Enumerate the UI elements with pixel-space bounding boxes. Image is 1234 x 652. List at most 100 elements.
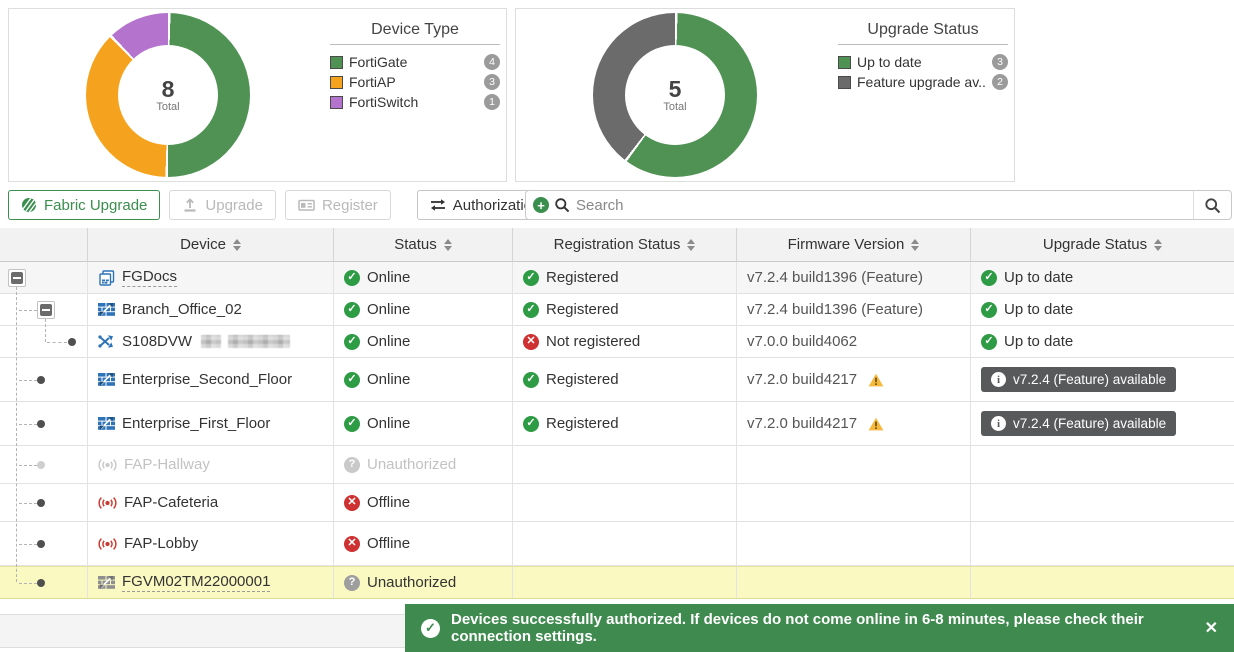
search-input[interactable] [576, 192, 1193, 218]
status-icon-green-check: ✓ [523, 371, 539, 388]
legend-label: FortiSwitch [349, 94, 419, 110]
firmware-version-cell: v7.0.0 build4062 [737, 326, 971, 357]
device-cell: Branch_Office_02 [88, 294, 334, 325]
status-cell: ✓ Online [334, 358, 513, 401]
tree-cell [0, 402, 88, 445]
column-header-tree [0, 228, 88, 261]
column-header-firmware-version[interactable]: Firmware Version [737, 228, 971, 261]
column-header-device[interactable]: Device [88, 228, 334, 261]
status-icon-green-check: ✓ [523, 301, 539, 318]
tree-cell [0, 358, 88, 401]
device-name: Enterprise_Second_Floor [122, 371, 293, 388]
device-name: S108DVW [122, 333, 193, 350]
tree-node-bullet [37, 578, 45, 587]
device-cell: FGDocs [88, 262, 334, 293]
device-cell: FAP-Hallway [88, 446, 334, 483]
device-type-total-label: Total [156, 101, 180, 114]
device-row-enterprise_first_floor[interactable]: Enterprise_First_Floor ✓ Online ✓ Regist… [0, 402, 1234, 446]
upgrade-available-text: v7.2.4 (Feature) available [1013, 372, 1167, 387]
status-icon-gray-q: ? [344, 574, 360, 591]
status-text: Unauthorized [367, 574, 457, 591]
upgrade-available-badge[interactable]: i v7.2.4 (Feature) available [981, 367, 1177, 392]
legend-item: FortiSwitch 1 [330, 94, 500, 110]
firewall-icon [98, 302, 115, 317]
firmware-version: v7.0.0 build4062 [747, 333, 858, 350]
device-cell: FGVM02TM22000001 [88, 567, 334, 598]
tree-cell [0, 446, 88, 483]
search-submit-button[interactable] [1193, 191, 1231, 219]
status-text: Up to date [1004, 333, 1074, 350]
device-row-fap-cafeteria[interactable]: FAP-Cafeteria ✕ Offline [0, 484, 1234, 522]
register-button[interactable]: Register [284, 190, 391, 220]
upgrade-status-cell [971, 522, 1234, 565]
registration-status-cell: ✓ Registered [513, 262, 737, 293]
legend-title: Device Type [330, 21, 500, 45]
device-row-fgdocs[interactable]: FGDocs ✓ Online ✓ Registered v7.2.4 buil… [0, 262, 1234, 294]
warning-icon [864, 417, 884, 431]
legend-swatch [838, 75, 851, 89]
minus-icon [40, 303, 52, 316]
device-name[interactable]: FGVM02TM22000001 [122, 573, 271, 592]
status-text: Not registered [546, 333, 641, 350]
firmware-version-cell [737, 484, 971, 521]
device-row-s108dvw[interactable]: S108DVW ✓ Online ✕ Not registered v7.0.0… [0, 326, 1234, 358]
toast-close-icon[interactable]: ✕ [1204, 620, 1218, 637]
status-text: Registered [546, 371, 619, 388]
device-row-branch_office_02[interactable]: Branch_Office_02 ✓ Online ✓ Registered v… [0, 294, 1234, 326]
status-text: Registered [546, 301, 619, 318]
firewall-icon [98, 372, 115, 387]
search-icon [554, 197, 570, 213]
device-row-fap-hallway[interactable]: FAP-Hallway ? Unauthorized [0, 446, 1234, 484]
column-header-registration-status[interactable]: Registration Status [513, 228, 737, 261]
firmware-version-cell [737, 522, 971, 565]
redacted-serial [228, 335, 291, 348]
status-cell: ✓ Online [334, 262, 513, 293]
status-cell: ? Unauthorized [334, 567, 513, 598]
legend-title: Upgrade Status [838, 21, 1008, 45]
device-row-enterprise_second_floor[interactable]: Enterprise_Second_Floor ✓ Online ✓ Regis… [0, 358, 1234, 402]
check-circle-icon: ✓ [421, 618, 440, 638]
device-name[interactable]: FGDocs [122, 268, 178, 287]
add-filter-icon[interactable]: + [533, 197, 549, 213]
access-point-icon [98, 496, 117, 510]
legend-swatch [330, 55, 343, 69]
tree-node-bullet [37, 419, 45, 428]
device-row-fap-lobby[interactable]: FAP-Lobby ✕ Offline [0, 522, 1234, 566]
donut-center: 5 Total [593, 13, 757, 177]
upgrade-status-cell: ✓ Up to date [971, 262, 1234, 293]
fabric-icon [21, 197, 37, 213]
device-name: Enterprise_First_Floor [122, 415, 271, 432]
upgrade-button[interactable]: Upgrade [169, 190, 276, 220]
legend-count-badge: 4 [484, 54, 500, 70]
tree-connector [19, 582, 37, 584]
tree-cell [0, 262, 88, 293]
device-cell: FAP-Cafeteria [88, 484, 334, 521]
tree-connector [19, 379, 37, 381]
legend-label: Up to date [857, 54, 922, 70]
registration-status-cell [513, 567, 737, 598]
minus-icon [11, 271, 23, 284]
device-name: FAP-Hallway [124, 456, 210, 473]
status-icon-green-check: ✓ [344, 269, 360, 286]
status-icon-green-check: ✓ [344, 371, 360, 388]
toolbar: Fabric Upgrade Upgrade Register Aut [8, 190, 1232, 220]
column-header-upgrade-status[interactable]: Upgrade Status [971, 228, 1234, 261]
tree-cell [0, 294, 88, 325]
tree-node-bullet [37, 375, 45, 384]
collapse-button[interactable] [37, 300, 55, 319]
collapse-button[interactable] [8, 268, 26, 287]
status-icon-red-x: ✕ [344, 535, 360, 552]
status-icon-green-check: ✓ [981, 269, 997, 286]
column-header-status[interactable]: Status [334, 228, 513, 261]
tree-cell [0, 567, 88, 598]
device-row-fgvm02tm22000001[interactable]: FGVM02TM22000001 ? Unauthorized [0, 566, 1234, 599]
legend-swatch [330, 95, 343, 109]
legend-count-badge: 2 [992, 74, 1008, 90]
fabric-upgrade-button[interactable]: Fabric Upgrade [8, 190, 161, 220]
id-card-icon [298, 197, 315, 213]
tree-connector [19, 502, 37, 504]
firmware-version-cell: v7.2.4 build1396 (Feature) [737, 262, 971, 293]
upgrade-available-badge[interactable]: i v7.2.4 (Feature) available [981, 411, 1177, 436]
firmware-version-cell: v7.2.0 build4217 [737, 402, 971, 445]
tree-cell [0, 326, 88, 357]
